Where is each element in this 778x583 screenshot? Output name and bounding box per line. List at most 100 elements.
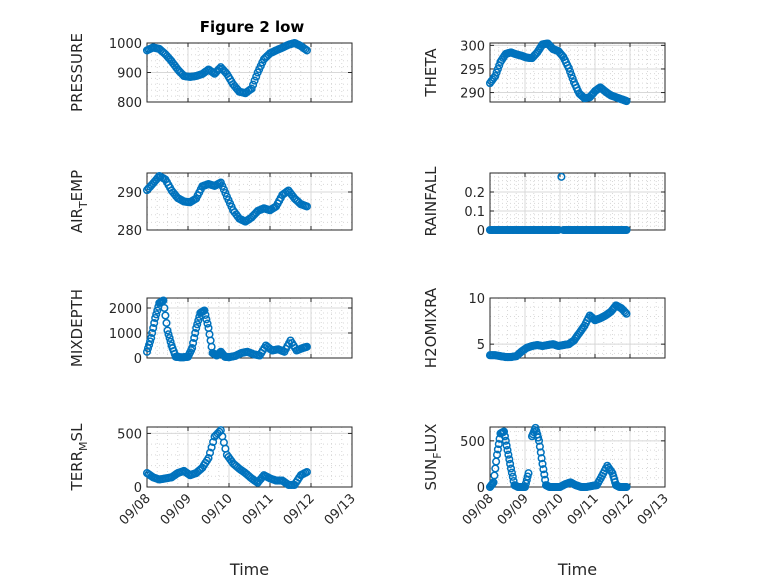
data-point-interp [191,328,200,338]
data-point-interp [523,472,532,481]
data-point [200,306,209,315]
plot-area [490,298,665,358]
series-markers [485,301,631,362]
y-tick-label: 500 [460,435,485,450]
y-axis-label-main: AIR [68,208,86,233]
y-axis-label-rest: EMP [68,170,86,201]
data-point-interp [189,338,198,348]
x-axis-label: Time [557,560,597,579]
data-point-interp [145,340,154,349]
data-point-interp [203,319,212,328]
series-markers [142,38,311,98]
y-tick-label: 280 [117,224,142,239]
data-point [302,467,311,477]
data-point-interp [209,68,218,77]
data-point-interp [493,64,502,74]
x-tick-label: 09/09 [495,491,532,528]
data-point-interp [249,80,258,89]
y-tick-label: 800 [117,96,142,111]
data-point [622,309,631,318]
data-point-interp [250,76,259,85]
data-point-interp [194,316,203,325]
data-point-interp [205,448,215,457]
series-markers [142,296,311,362]
y-axis-label: PRESSURE [68,33,86,112]
y-axis-label: MIXDEPTH [68,289,86,367]
y-axis-label: SUNFLUX [422,424,444,491]
data-point-interp [207,443,216,452]
x-tick-label: 09/09 [158,491,195,528]
y-axis-label-main: TERR [68,451,86,492]
data-point-interp [540,470,549,479]
y-axis-label-rest: SL [68,423,86,442]
y-axis-label-main: THETA [422,48,440,98]
data-point-interp [502,441,511,450]
y-axis-label-rest: LUX [422,424,440,453]
y-axis-label: H2OMIXRA [422,287,440,368]
data-point-interp [494,440,503,449]
data-point [151,313,160,323]
axes-box [489,297,666,359]
data-point [302,46,311,55]
data-point [192,323,201,333]
plot-area [490,427,665,487]
y-axis-label-sub: M [77,441,90,451]
data-point-interp [202,315,211,324]
y-tick-label: 0.1 [464,205,485,220]
data-point-interp [165,333,174,343]
x-tick-label: 09/11 [565,491,602,528]
data-point [506,464,516,473]
data-point-interp [501,436,510,445]
x-tick-label: 09/08 [460,491,497,528]
y-tick-label: 300 [460,39,485,54]
y-axis-label: RAINFALL [422,166,440,237]
data-point [524,469,533,478]
y-axis-label: AIRTEMP [68,170,90,233]
y-tick-label: 1000 [109,37,142,52]
x-tick-label: 09/08 [117,491,154,528]
data-point-interp [508,472,517,481]
data-point-interp [190,333,199,343]
y-axis-label-main: MIXDEPTH [68,289,86,367]
series-markers [485,39,631,106]
subplot-terr_msl: 0 500 09/08 09/09 09/10 09/11 09/12 09/13 Time TE… [68,423,359,579]
data-point [557,172,566,181]
data-point-interp [506,459,515,468]
data-point [622,225,631,235]
data-point-interp [209,437,218,447]
x-axis-label: Time [229,560,269,579]
data-point-interp [507,468,516,477]
data-point-interp [164,330,173,339]
subplot-pressure: 800 900 1000 PRESSURE [68,33,353,112]
axes-box [146,172,353,231]
data-point [538,459,547,468]
data-point-interp [148,328,157,338]
data-point-interp [301,45,310,54]
y-tick-label: 0.2 [464,186,485,201]
data-point [503,446,512,455]
x-tick-label: 09/11 [240,491,277,528]
data-point [499,427,509,436]
x-tick-label: 09/12 [281,491,318,528]
data-point-interp [150,318,159,328]
data-point [204,454,213,463]
y-axis-label-main: RAINFALL [422,166,440,237]
data-point-interp [162,318,171,328]
subplot-theta: 290 295 300 THETA [422,39,666,106]
y-tick-label: 900 [117,67,142,82]
series-markers [485,172,631,235]
subplot-mixdepth: 0 1000 2000 MIXDEPTH [68,289,353,367]
data-point [622,482,631,492]
data-point-interp [504,450,513,459]
data-point-interp [153,306,162,315]
figure-title: Figure 2 low [200,18,305,36]
data-point-interp [215,64,224,73]
y-tick-label: 1000 [109,327,142,342]
data-point [159,296,168,305]
x-tick-label: 09/12 [600,491,637,528]
y-axis-label-main: SUN [422,459,440,491]
data-point-interp [152,310,161,319]
data-point-interp [252,72,261,81]
data-point [564,63,573,73]
